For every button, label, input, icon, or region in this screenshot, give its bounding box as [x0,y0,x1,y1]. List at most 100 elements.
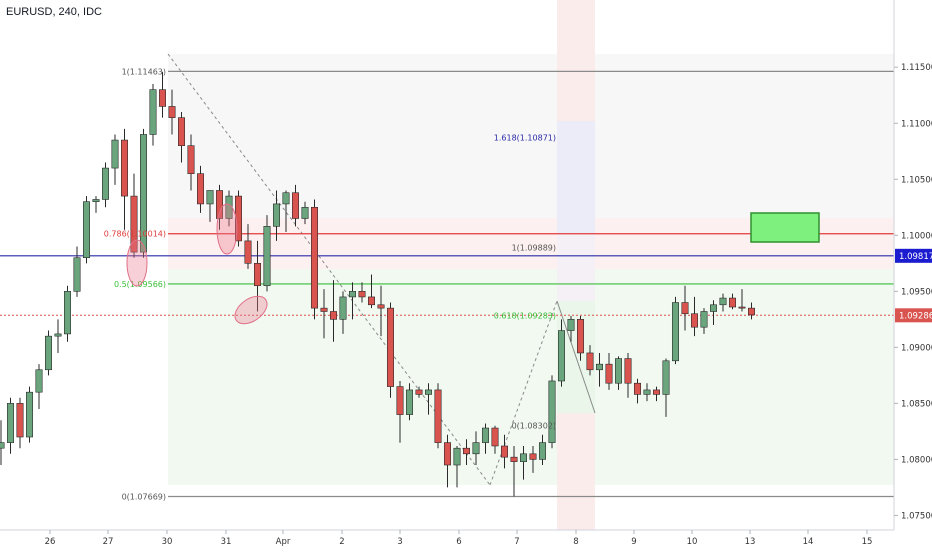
candle-body [0,442,5,449]
fib-label: 1(1.11463) [122,67,166,76]
chart-title: EURUSD, 240, IDC [6,6,102,18]
time-tick-label: 31 [221,537,232,547]
time-tick-label: 14 [803,537,814,547]
candle-body [548,380,556,443]
candle-body [605,363,613,384]
candle-body [168,106,176,118]
price-badge [895,248,932,263]
candle-body [121,139,129,197]
candle-body [690,313,698,328]
candle-body [367,296,375,306]
time-tick-label: 26 [45,537,56,547]
candle-body [339,296,347,320]
candle-body [263,226,271,287]
candle-body [111,139,119,169]
candle-body [662,360,670,395]
candle-body [235,195,243,242]
trend-line-down-2 [556,300,596,414]
candle-body [481,427,489,443]
candle-body [424,389,432,395]
candles [0,71,755,497]
price-badge-label: 1.09817 [899,252,932,262]
candle-body [254,263,262,287]
fib-label: 0(1.08302) [512,422,556,431]
time-tick-label: 10 [687,537,698,547]
candle-body [671,302,679,362]
fib-label: 0.618(1.09283) [494,312,556,321]
candle-body [738,306,746,309]
candle-body [54,333,62,337]
candle-body [7,403,15,443]
ellipse-annotation-2[interactable] [216,203,238,255]
candle-body [595,363,603,371]
time-axis[interactable]: 26 27 30 31 Apr 2 3 6 7 8 9 10 13 14 15 [45,530,873,547]
fib-label: 0.786(1.10014) [104,230,166,239]
candle-body [386,307,394,387]
candle-body [140,134,148,253]
ext-fib-zone-top [557,121,595,233]
price-axis[interactable]: 1.11500 1.11000 1.10500 1.10000 1.09500 1.090… [894,63,932,521]
candle-body [576,319,584,354]
fib-label: 0(1.07669) [122,492,166,501]
time-tick-label: 6 [456,537,461,547]
candle-body [291,192,299,219]
candle-body [320,307,328,312]
candle-body [747,307,755,316]
price-tick-label: 1.11000 [901,119,932,129]
fib-label: 1.618(1.10871) [494,134,556,143]
candle-body [348,291,356,298]
candle-body [510,456,518,462]
candle-body [709,304,717,312]
candle-body [358,291,366,298]
time-tick-label: 15 [862,537,873,547]
time-tick-label: Apr [276,537,291,547]
time-tick-label: 3 [397,537,402,547]
candle-body [472,442,480,455]
ellipse-annotation-1[interactable] [126,239,148,287]
candle-body [187,145,195,174]
candle-body [130,195,138,253]
candle-body [310,206,318,309]
candle-body [102,167,110,200]
candle-body [728,297,736,308]
time-tick-label: 8 [573,537,578,547]
candle-body [244,240,252,264]
candle-body [396,386,404,415]
candle-body [73,257,81,292]
price-tick-label: 1.11500 [901,63,932,73]
candle-body [557,330,565,382]
candle-body [159,89,167,107]
candle-body [149,89,157,135]
candle-body [700,311,708,328]
candle-body [377,304,385,309]
price-tick-label: 1.09500 [901,287,932,297]
ext-fib-zone-mid [557,233,595,301]
horizontal-lines [0,70,894,498]
candle-body [519,453,527,462]
candle-body [415,389,423,395]
price-badges: 1.09817 1.09286 [895,248,932,323]
candle-body [500,445,508,458]
price-tick-label: 1.07500 [901,511,932,521]
candle-body [719,297,727,306]
fib-label: 1(1.09889) [512,244,556,253]
price-tick-label: 1.08000 [901,455,932,465]
fib-lower-zone [168,269,894,485]
candle-body [25,391,33,438]
candle-body [491,427,499,447]
candle-body [462,447,470,455]
candle-body [92,199,100,202]
candle-body [633,382,641,395]
time-tick-label: 27 [103,537,114,547]
candle-body [643,389,651,395]
candle-body [453,447,461,466]
ellipse-annotation-3[interactable] [230,291,272,330]
candle-body [624,358,632,384]
price-tick-label: 1.10500 [901,175,932,185]
candle-body [178,117,186,146]
candle-body [443,442,451,466]
target-rectangle[interactable] [750,212,820,243]
candle-body [64,291,72,335]
